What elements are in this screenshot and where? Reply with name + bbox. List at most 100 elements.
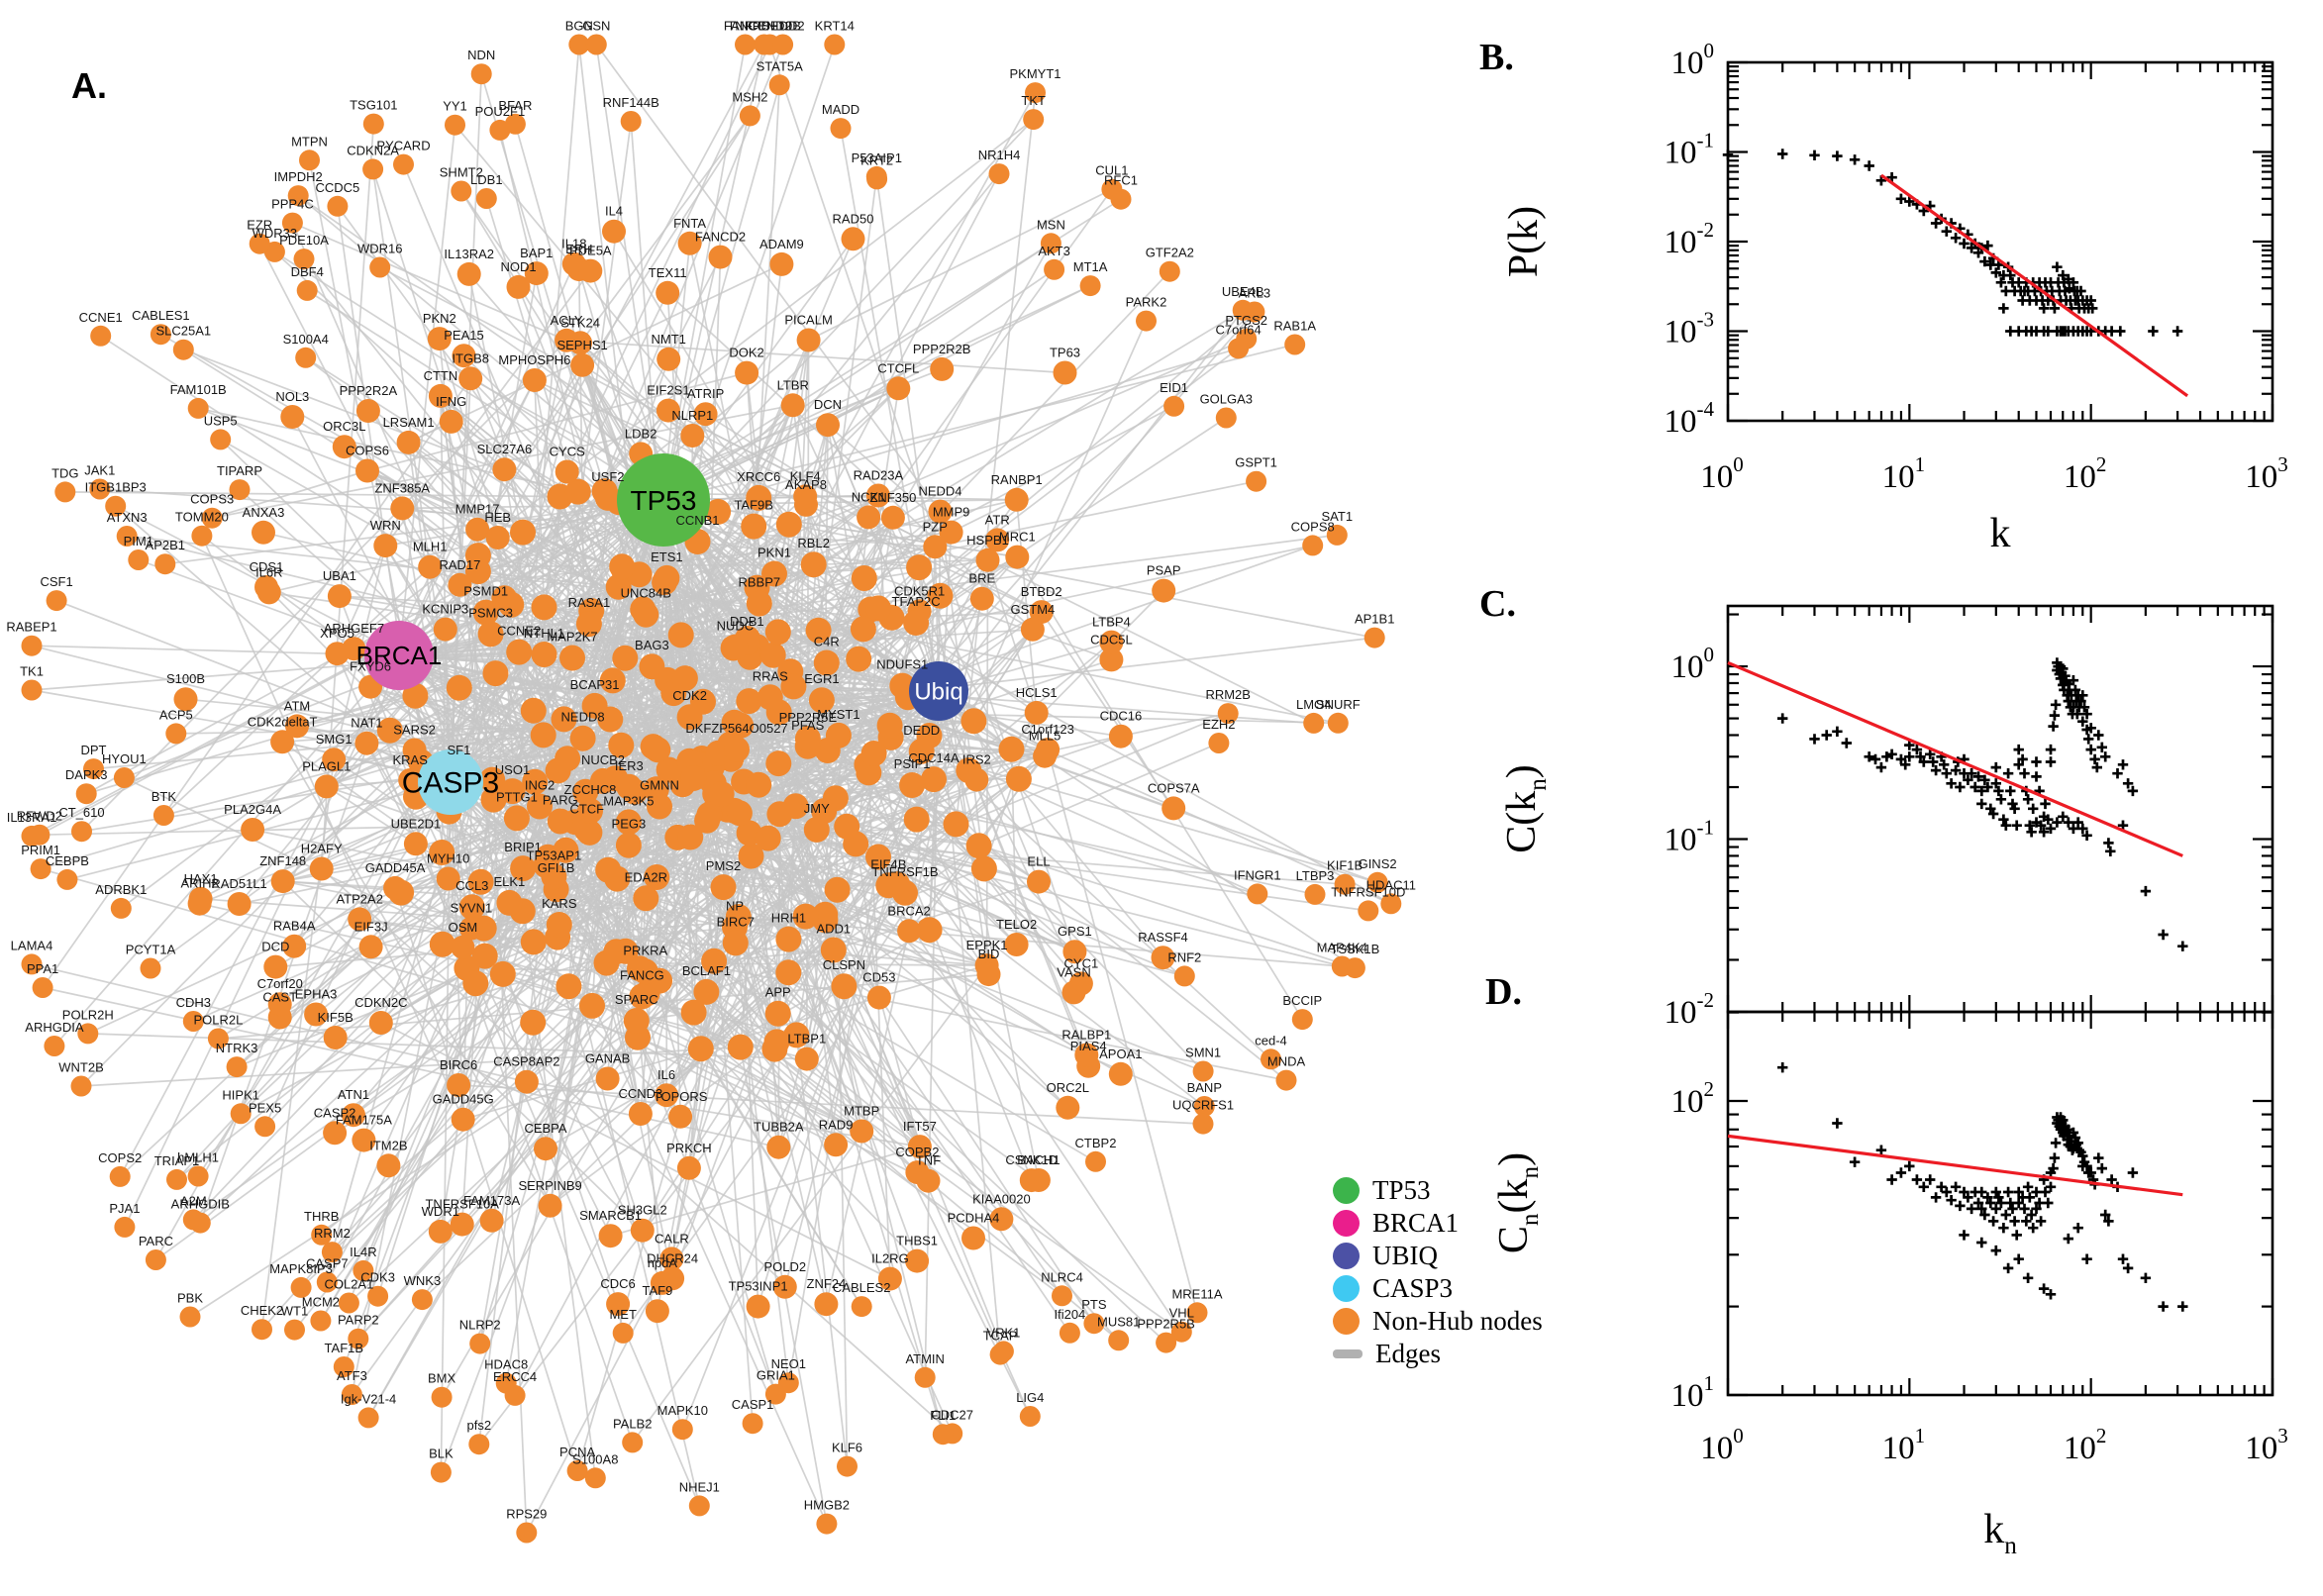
network-node [411,1289,433,1311]
network-node-label: IRS2 [962,752,991,767]
network-node [927,582,954,609]
network-node-label: EZR [247,218,272,233]
network-node [531,642,557,667]
network-node-label: CHEK2 [241,1303,283,1318]
network-node-label: ERCC4 [493,1369,537,1384]
network-node-label: MAP4K4 [1317,941,1367,955]
network-node [30,858,51,880]
network-node-label: MPHOSPH6 [498,352,570,367]
network-node-label: MADD [822,102,859,117]
network-node [581,692,608,719]
network-node-label: USO1 [495,762,530,777]
network-node [841,227,865,251]
network-node [358,935,383,959]
network-node [390,496,415,521]
network-node [376,1153,401,1178]
network-node [616,773,643,800]
axis-tick-label: 10-4 [1665,397,1715,440]
network-node [479,1208,504,1233]
network-node-label: KARS [542,896,577,911]
network-node [726,800,753,827]
network-node-label: SLC25A1 [155,324,211,339]
network-node-label: CASP7 [306,1256,349,1271]
network-node-label: HSPB1 [966,533,1009,548]
network-node [889,672,916,699]
network-node [1326,524,1348,546]
network-node [814,1292,839,1317]
legend-item-ubiq: UBIQ [1333,1240,1543,1272]
network-node-label: PTS [1081,1297,1107,1312]
network-node-label: CYCS [550,445,585,459]
network-node-label: USP5 [204,413,238,428]
network-node [656,756,682,783]
network-node [851,1296,872,1318]
network-node-label: CCND2 [748,19,792,34]
network-node-label: GINS2 [1359,856,1397,871]
network-node [522,368,547,392]
network-node [800,551,827,578]
network-node [154,553,176,575]
network-node-label: THBS1 [896,1234,938,1248]
scatter-plus-markers [1777,1062,2188,1312]
network-node [369,256,391,278]
network-node [368,1011,393,1035]
nonhub-swatch-icon [1333,1308,1360,1335]
network-node-label: ITGB1BP3 [85,480,147,495]
network-node-label: GMNN [640,778,679,793]
network-node-label: MET [609,1307,637,1322]
svg-text:C(kn): C(kn) [1499,764,1552,853]
chart-axes [1726,60,2274,423]
network-node [680,424,705,448]
tp53-swatch-icon [1333,1177,1360,1204]
network-node-label: ADD1 [816,922,851,937]
network-node-label: MLL5 [1029,729,1061,744]
network-node [116,526,138,547]
chart-points [1727,657,2188,951]
network-node-label: CDK3 [360,1270,395,1285]
network-node [520,697,547,724]
network-node-label: EPPK1 [966,938,1008,952]
network-node [777,1372,799,1394]
network-node-label: VHL [1169,1306,1194,1321]
network-node-label: PTTG1 [496,789,538,804]
network-node-label: BLK [429,1446,454,1461]
network-node-label: CDC16 [1100,709,1143,724]
svg-text:Cn(kn): Cn(kn) [1491,1152,1544,1253]
network-node-label: NDUFS1 [876,657,928,672]
network-node [327,584,352,609]
network-node [892,879,918,906]
network-node [1192,1060,1214,1082]
network-node [323,1026,348,1049]
network-node [451,935,475,959]
brca1-swatch-icon [1333,1210,1360,1237]
network-node-label: PIAS4 [1070,1039,1107,1053]
network-node [506,274,531,299]
network-node [763,1029,790,1055]
network-node-label: TP53INP1 [729,1279,788,1294]
network-node [633,601,659,628]
network-node-label: SHMT2 [440,165,483,180]
network-node [322,748,347,772]
network-node-label: SLC27A6 [477,442,533,456]
network-node-label: IFNG [436,394,466,409]
network-node [430,1461,452,1483]
network-node [284,1319,305,1341]
chart-points [1722,149,2189,398]
network-node [1215,407,1237,429]
network-node [546,912,572,938]
network-node-label: GRIA1 [757,1368,795,1383]
network-node-label: RBL2 [797,536,830,550]
network-node-label: ATR [985,512,1010,527]
network-node-label: HCLS1 [1016,685,1058,700]
network-nodes [21,34,1402,1544]
axis-tick-label: 103 [2245,452,2288,495]
network-node [659,1247,684,1271]
network-node-label: HDAC11 [1366,877,1416,892]
network-node [598,1224,623,1248]
network-node [348,907,372,932]
network-node [362,113,384,135]
network-node-label: LTBP4 [1092,615,1131,630]
network-node-label: ORC2L [1047,1080,1089,1095]
network-node [1173,965,1195,987]
network-node-label: DEDD2 [761,19,805,34]
